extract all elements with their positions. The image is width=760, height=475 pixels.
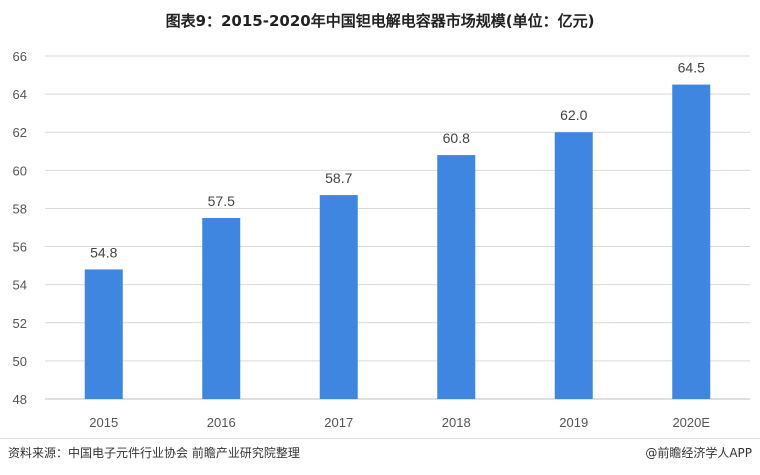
x-tick-label-2015: 2015 — [89, 415, 118, 430]
data-label-2019: 62.0 — [560, 107, 587, 123]
x-tick-label-2019: 2019 — [559, 415, 588, 430]
y-tick-label: 48 — [13, 392, 27, 407]
grid-lines — [45, 55, 750, 400]
data-label-2017: 58.7 — [325, 170, 352, 186]
data-label-2015: 54.8 — [90, 244, 117, 260]
footer: 资料来源：中国电子元件行业协会 前瞻产业研究院整理 @前瞻经济学人APP — [8, 444, 752, 466]
brand-credit: @前瞻经济学人APP — [645, 446, 752, 460]
value-labels: 54.8 57.5 58.7 60.8 62.0 64.5 — [90, 60, 705, 261]
x-axis: 2015 2016 2017 2018 2019 2020E — [89, 415, 710, 430]
x-tick-label-2018: 2018 — [442, 415, 471, 430]
y-tick-label: 60 — [13, 163, 27, 178]
source-note: 资料来源：中国电子元件行业协会 前瞻产业研究院整理 — [8, 446, 300, 460]
bar-chart: 48 50 52 54 56 58 60 62 64 66 54.8 57.5 58.7 60.8 62.… — [13, 49, 750, 430]
chart-title: 图表9：2015-2020年中国钽电解电容器市场规模(单位：亿元) — [165, 12, 595, 30]
bars — [84, 84, 711, 399]
y-tick-label: 56 — [13, 240, 27, 255]
footer-divider — [0, 438, 760, 439]
y-axis: 48 50 52 54 56 58 60 62 64 66 — [13, 49, 27, 407]
bar-2019 — [554, 132, 593, 399]
x-tick-label-2020E: 2020E — [672, 415, 710, 430]
y-tick-label: 64 — [13, 87, 27, 102]
bar-2020E — [672, 84, 711, 399]
bar-2016 — [202, 217, 241, 399]
bar-2017 — [319, 195, 358, 399]
y-tick-label: 54 — [13, 278, 27, 293]
y-tick-label: 52 — [13, 316, 27, 331]
bar-2018 — [437, 155, 476, 399]
data-label-2020E: 64.5 — [678, 60, 705, 76]
bar-2015 — [84, 269, 123, 399]
data-label-2016: 57.5 — [208, 193, 235, 209]
y-tick-label: 62 — [13, 125, 27, 140]
x-tick-label-2016: 2016 — [207, 415, 236, 430]
x-tick-label-2017: 2017 — [324, 415, 353, 430]
y-tick-label: 66 — [13, 49, 27, 64]
data-label-2018: 60.8 — [443, 130, 470, 146]
y-tick-label: 50 — [13, 354, 27, 369]
y-tick-label: 58 — [13, 201, 27, 216]
